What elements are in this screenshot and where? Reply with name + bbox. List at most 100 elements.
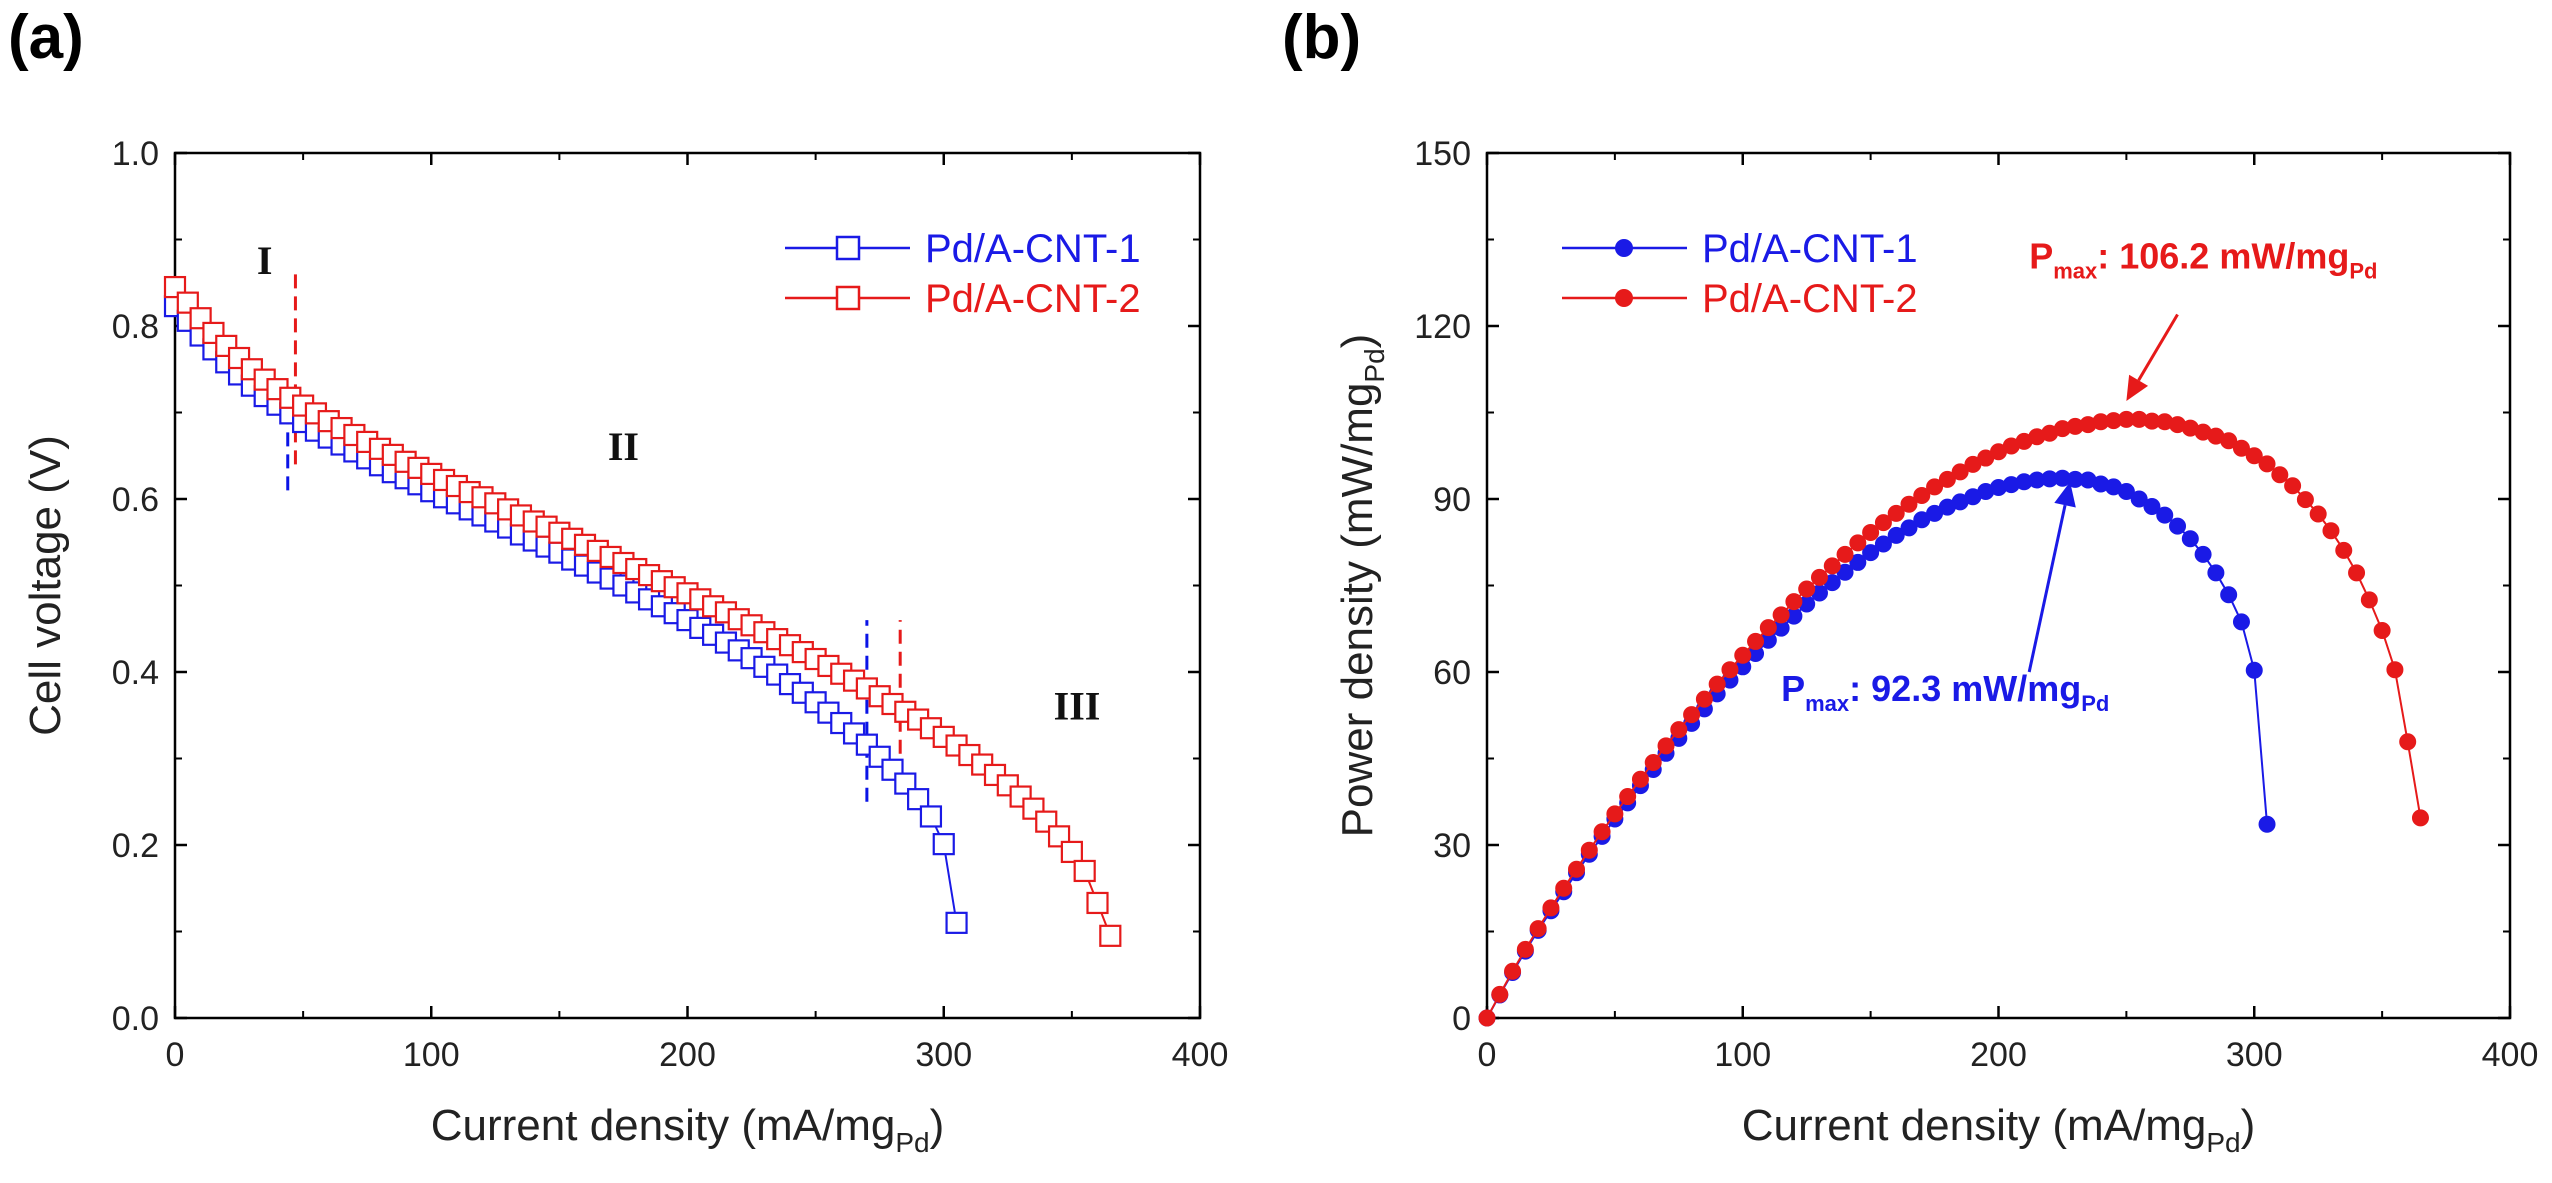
- data-point-2: [1491, 985, 1509, 1003]
- y-tick-label: 0.8: [112, 308, 159, 346]
- chart-b: 0 100 200 300 400 0 30 60 90 120 150 Current densit…: [1333, 135, 2538, 1158]
- data-point-2: [1670, 721, 1688, 739]
- pmax-annotation-part-2: : 106.2 mW/mg: [2097, 235, 2349, 276]
- y-tick-label: 60: [1433, 654, 1471, 692]
- x-axis-title-part-0: Current density (mA/mg: [431, 1101, 896, 1150]
- data-point-2: [2296, 491, 2314, 509]
- y-tick-label: 0.6: [112, 481, 159, 519]
- y-axis-title: Power density (mW/mgPd): [1333, 334, 1390, 838]
- data-point-1: [2232, 613, 2250, 631]
- legend-marker-1: [1615, 239, 1633, 257]
- legend-marker-2: [835, 285, 861, 311]
- y-tick-label: 120: [1414, 308, 1471, 346]
- pmax-arrow-head: [2054, 481, 2076, 508]
- data-point-1: [1849, 553, 1867, 571]
- data-point-1: [919, 805, 943, 828]
- y-axis-title-part-2: ): [1333, 334, 1382, 349]
- data-point-2: [2232, 439, 2250, 457]
- data-point-2: [1823, 557, 1841, 575]
- data-point-2: [1721, 661, 1739, 679]
- data-point-2: [2411, 809, 2429, 827]
- y-tick-label: 0: [1452, 1000, 1471, 1038]
- y-tick-label: 0.4: [112, 654, 159, 692]
- pmax-annotation-part-0: P: [2029, 235, 2053, 276]
- data-point-2: [1606, 805, 1624, 823]
- data-point-2: [1568, 860, 1586, 878]
- data-point-2: [2284, 477, 2302, 495]
- pmax-annotation-part-2: : 92.3 mW/mg: [1849, 668, 2081, 709]
- pmax-annotation: Pmax: 92.3 mW/mgPd: [1781, 668, 2109, 716]
- x-axis-title-part-0: Current density (mA/mg: [1742, 1101, 2207, 1150]
- data-point-1: [2156, 506, 2174, 524]
- data-point-2: [1593, 823, 1611, 841]
- data-point-2: [2348, 564, 2366, 582]
- data-point-2: [1060, 840, 1083, 864]
- data-point-2: [2309, 505, 2327, 523]
- pmax-arrow-head: [2126, 374, 2149, 401]
- data-point-2: [1555, 879, 1573, 897]
- x-tick-label: 100: [1714, 1036, 1771, 1074]
- y-tick-label: 1.0: [112, 135, 159, 173]
- data-point-1: [2130, 490, 2148, 508]
- data-point-2: [1887, 504, 1905, 522]
- y-axis-title-part-0: Power density (mW/mg: [1333, 383, 1382, 838]
- data-point-2: [1516, 940, 1534, 958]
- data-point-2: [1938, 470, 1956, 488]
- data-point-2: [1913, 487, 1931, 505]
- x-tick-label: 400: [2482, 1036, 2539, 1074]
- data-point-2: [2399, 733, 2417, 751]
- pmax-arrow-shaft: [2027, 504, 2067, 673]
- chart-a: 0 100 200 300 400 0.0 0.2 0.4 0.6 0.8 1.0 Current d…: [21, 135, 1228, 1158]
- data-point-2: [1836, 545, 1854, 563]
- legend-marker-2: [1615, 289, 1633, 307]
- data-point-2: [1900, 495, 1918, 513]
- data-point-1: [2258, 815, 2276, 833]
- data-point-1: [2143, 497, 2161, 515]
- data-point-2: [1785, 593, 1803, 611]
- data-point-2: [2386, 661, 2404, 679]
- data-point-2: [1951, 463, 1969, 481]
- data-point-1: [2220, 586, 2238, 604]
- y-axis-title: Cell voltage (V): [21, 435, 70, 736]
- data-point-1: [2181, 530, 2199, 548]
- data-point-2: [1529, 920, 1547, 938]
- region-label: II: [608, 424, 639, 469]
- data-point-2: [1862, 523, 1880, 541]
- data-point-2: [1657, 737, 1675, 755]
- data-point-1: [2169, 517, 2187, 535]
- y-axis-title-part-1: Pd: [1359, 348, 1390, 382]
- data-point-2: [1478, 1009, 1496, 1027]
- data-point-1: [1900, 519, 1918, 537]
- pmax-arrow-shaft: [2137, 313, 2179, 382]
- data-point-2: [2373, 621, 2391, 639]
- data-point-2: [1073, 859, 1096, 883]
- data-point-2: [1810, 568, 1828, 586]
- data-point-2: [1772, 606, 1790, 624]
- data-point-1: [932, 833, 955, 856]
- series-line-1: [1486, 477, 2269, 1019]
- data-point-2: [1798, 580, 1816, 598]
- x-tick-label: 300: [2226, 1036, 2283, 1074]
- pmax-annotation-part-1: max: [2053, 258, 2098, 283]
- data-point-2: [1708, 675, 1726, 693]
- x-axis-title-part-1: Pd: [2206, 1127, 2240, 1158]
- data-point-1: [1862, 544, 1880, 562]
- legend-label-2: Pd/A-CNT-2: [925, 277, 1141, 321]
- data-point-1: [2194, 545, 2212, 563]
- data-point-1: [2245, 661, 2263, 679]
- data-point-2: [2322, 522, 2340, 540]
- x-axis-title: Current density (mA/mgPd): [1742, 1101, 2255, 1158]
- data-point-2: [2245, 447, 2263, 465]
- data-point-2: [1631, 770, 1649, 788]
- data-point-2: [1695, 690, 1713, 708]
- data-point-1: [2117, 483, 2135, 501]
- x-tick-label: 400: [1172, 1036, 1229, 1074]
- data-point-2: [1644, 754, 1662, 772]
- x-tick-label: 200: [659, 1036, 716, 1074]
- pmax-annotation-part-3: Pd: [2349, 258, 2377, 283]
- x-tick-label: 0: [1478, 1036, 1497, 1074]
- x-axis-title: Current density (mA/mgPd): [431, 1101, 944, 1158]
- legend-label-2: Pd/A-CNT-2: [1702, 277, 1918, 321]
- x-tick-label: 100: [403, 1036, 460, 1074]
- data-point-2: [1504, 962, 1522, 980]
